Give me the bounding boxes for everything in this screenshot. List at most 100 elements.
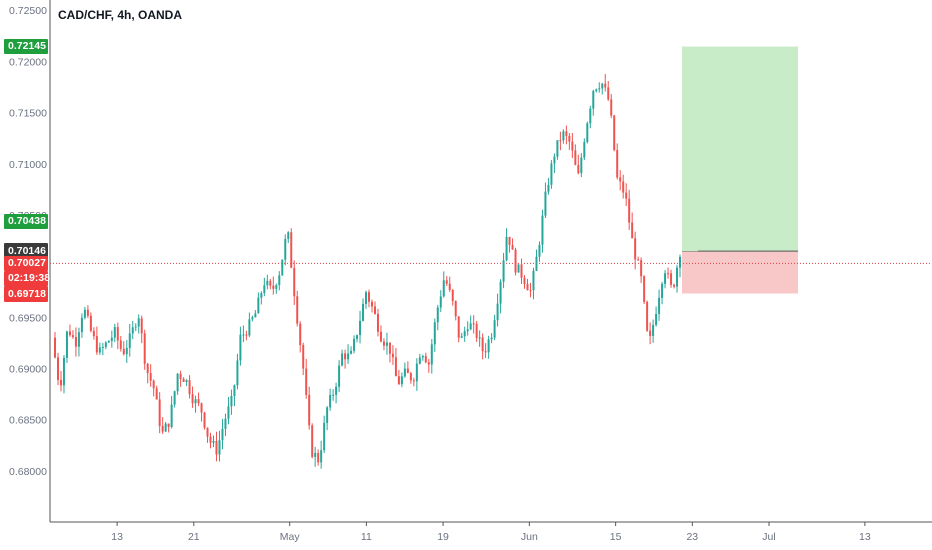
candle-body — [176, 373, 179, 392]
candle-body — [445, 280, 448, 284]
candle-body — [143, 333, 146, 364]
candle-body — [652, 324, 655, 336]
candle-body — [397, 376, 400, 385]
candle-body — [583, 142, 586, 158]
candle-body — [302, 345, 305, 369]
candle-body — [293, 267, 296, 297]
candle-body — [430, 344, 433, 365]
candle-body — [218, 440, 221, 455]
candle-body — [62, 357, 65, 386]
x-tick-label: 13 — [111, 531, 123, 543]
candle-body — [406, 368, 409, 374]
price-label: 0.69718 — [4, 287, 48, 303]
candle-body — [101, 346, 104, 348]
candle-body — [362, 303, 365, 321]
candle-body — [568, 135, 571, 142]
candle-body — [206, 427, 209, 437]
candle-body — [65, 331, 68, 358]
candle-body — [571, 141, 574, 151]
candle-body — [113, 327, 116, 338]
candle-body — [643, 276, 646, 302]
candle-body — [242, 334, 245, 336]
candle-body — [92, 330, 95, 337]
candle-body — [290, 232, 293, 268]
candle-body — [89, 315, 92, 331]
candle-body — [227, 406, 230, 419]
candle-body — [251, 317, 254, 320]
candle-body — [448, 283, 451, 290]
candle-body — [628, 198, 631, 223]
candle-body — [269, 280, 272, 286]
candle-body — [370, 301, 373, 307]
candle-body — [484, 351, 487, 353]
candle-body — [388, 342, 391, 354]
candle-body — [98, 347, 101, 353]
y-tick-label: 0.71500 — [9, 108, 47, 120]
x-tick-label: 19 — [437, 531, 449, 543]
candle-body — [239, 334, 242, 361]
candle-body — [356, 335, 359, 339]
candle-body — [224, 418, 227, 429]
candle-body — [155, 388, 158, 400]
x-tick-label: May — [280, 531, 301, 543]
candle-body — [499, 281, 502, 304]
candle-body — [403, 368, 406, 377]
candle-body — [134, 326, 137, 328]
candle-body — [83, 309, 86, 318]
candle-body — [550, 163, 553, 185]
candle-body — [679, 256, 682, 268]
candle-body — [478, 337, 481, 339]
price-label: 0.72145 — [4, 39, 48, 55]
candle-body — [610, 99, 613, 116]
candle-body — [436, 307, 439, 323]
candle-body — [460, 336, 463, 338]
candle-body — [140, 318, 143, 334]
candle-body — [526, 283, 529, 291]
candle-body — [245, 334, 248, 336]
candle-body — [305, 368, 308, 395]
candle-body — [230, 396, 233, 407]
candle-body — [266, 280, 269, 286]
candle-body — [164, 423, 167, 432]
candle-body — [272, 285, 275, 289]
candle-body — [299, 323, 302, 346]
candle-body — [116, 327, 119, 341]
candle-body — [547, 184, 550, 192]
y-tick-label: 0.69000 — [9, 363, 47, 375]
candle-body — [655, 313, 658, 325]
y-tick-label: 0.71000 — [9, 159, 47, 171]
candle-body — [95, 336, 98, 353]
candle-body — [125, 347, 128, 355]
candle-body — [131, 327, 134, 334]
candle-body — [80, 317, 83, 333]
candle-body — [469, 323, 472, 330]
candle-body — [335, 386, 338, 395]
candle-body — [592, 90, 595, 109]
x-tick-label: 13 — [859, 531, 871, 543]
candle-body — [275, 285, 278, 289]
candle-body — [385, 342, 388, 346]
candle-body — [137, 318, 140, 327]
candle-body — [577, 164, 580, 174]
price-label: 0.70027 — [4, 255, 48, 271]
candle-body — [209, 436, 212, 443]
candle-body — [487, 339, 490, 353]
candle-body — [376, 313, 379, 332]
candle-body — [508, 236, 511, 246]
candle-body — [368, 292, 370, 302]
candle-body — [595, 89, 598, 91]
candle-body — [544, 191, 547, 216]
candle-body — [119, 340, 122, 349]
candle-body — [56, 357, 59, 380]
candle-body — [421, 356, 424, 358]
candle-body — [329, 394, 332, 408]
price-label: 0.70438 — [4, 213, 48, 229]
candle-body — [173, 391, 176, 405]
target-step — [682, 221, 698, 252]
candle-body — [197, 399, 200, 404]
candle-body — [221, 428, 224, 441]
candle-body — [167, 423, 170, 427]
candle-body — [59, 379, 62, 386]
y-tick-label: 0.72500 — [9, 5, 47, 17]
